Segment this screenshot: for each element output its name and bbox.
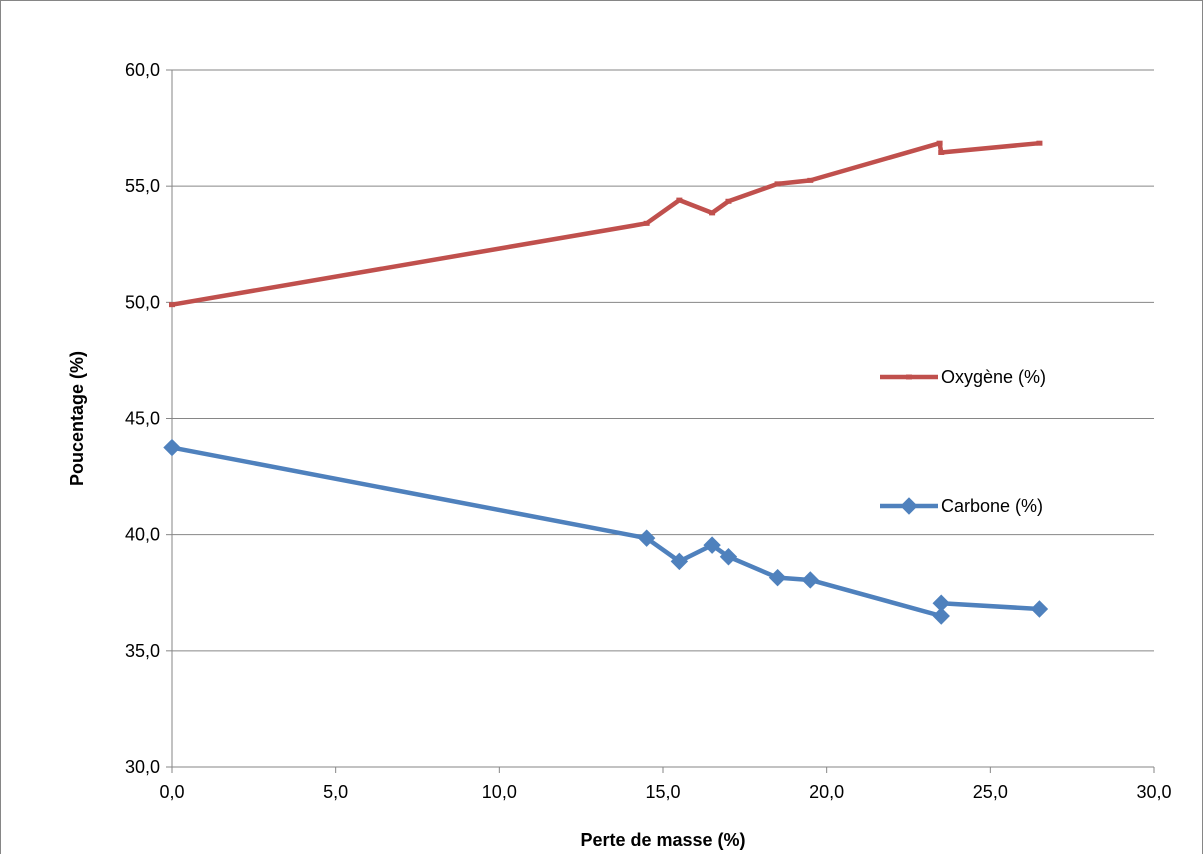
x-tick-label: 15,0 [645, 782, 680, 802]
data-point-1-4 [719, 548, 738, 566]
y-tick-label: 45,0 [125, 409, 160, 429]
data-point-1-2 [670, 552, 689, 571]
x-tick-label: 5,0 [323, 782, 348, 802]
series-line-0 [169, 140, 1042, 307]
data-point-1-8 [932, 594, 950, 612]
x-tick-label: 10,0 [482, 782, 517, 802]
legend-marker-0 [906, 374, 912, 380]
data-point-0-0 [169, 302, 175, 308]
x-tick-label: 20,0 [809, 782, 844, 802]
legend-label-1: Carbone (%) [941, 496, 1043, 516]
legend-marker-1 [900, 497, 918, 515]
data-point-0-4 [725, 198, 732, 204]
data-point-1-5 [768, 568, 787, 587]
y-tick-label: 35,0 [125, 641, 160, 661]
data-point-0-7 [936, 140, 943, 146]
data-point-0-1 [643, 220, 650, 226]
data-point-1-3 [703, 536, 721, 554]
data-point-1-1 [637, 529, 656, 547]
legend-label-0: Oxygène (%) [941, 367, 1046, 387]
y-tick-label: 50,0 [125, 292, 160, 312]
data-point-1-0 [163, 438, 181, 457]
data-point-0-8 [938, 149, 945, 155]
data-point-1-6 [801, 571, 820, 589]
x-tick-label: 0,0 [159, 782, 184, 802]
y-tick-label: 40,0 [125, 525, 160, 545]
data-point-1-7 [932, 607, 950, 625]
data-point-1-9 [1030, 600, 1049, 618]
x-axis-title: Perte de masse (%) [580, 830, 745, 850]
y-tick-label: 60,0 [125, 60, 160, 80]
y-tick-label: 30,0 [125, 757, 160, 777]
y-axis-title: Poucentage (%) [67, 351, 87, 486]
data-point-0-6 [807, 177, 814, 183]
data-point-0-5 [774, 181, 781, 187]
x-tick-label: 25,0 [973, 782, 1008, 802]
x-tick-label: 30,0 [1136, 782, 1171, 802]
y-tick-label: 55,0 [125, 176, 160, 196]
data-point-0-9 [1036, 140, 1043, 146]
data-point-0-3 [709, 210, 716, 216]
data-point-0-2 [676, 197, 683, 203]
